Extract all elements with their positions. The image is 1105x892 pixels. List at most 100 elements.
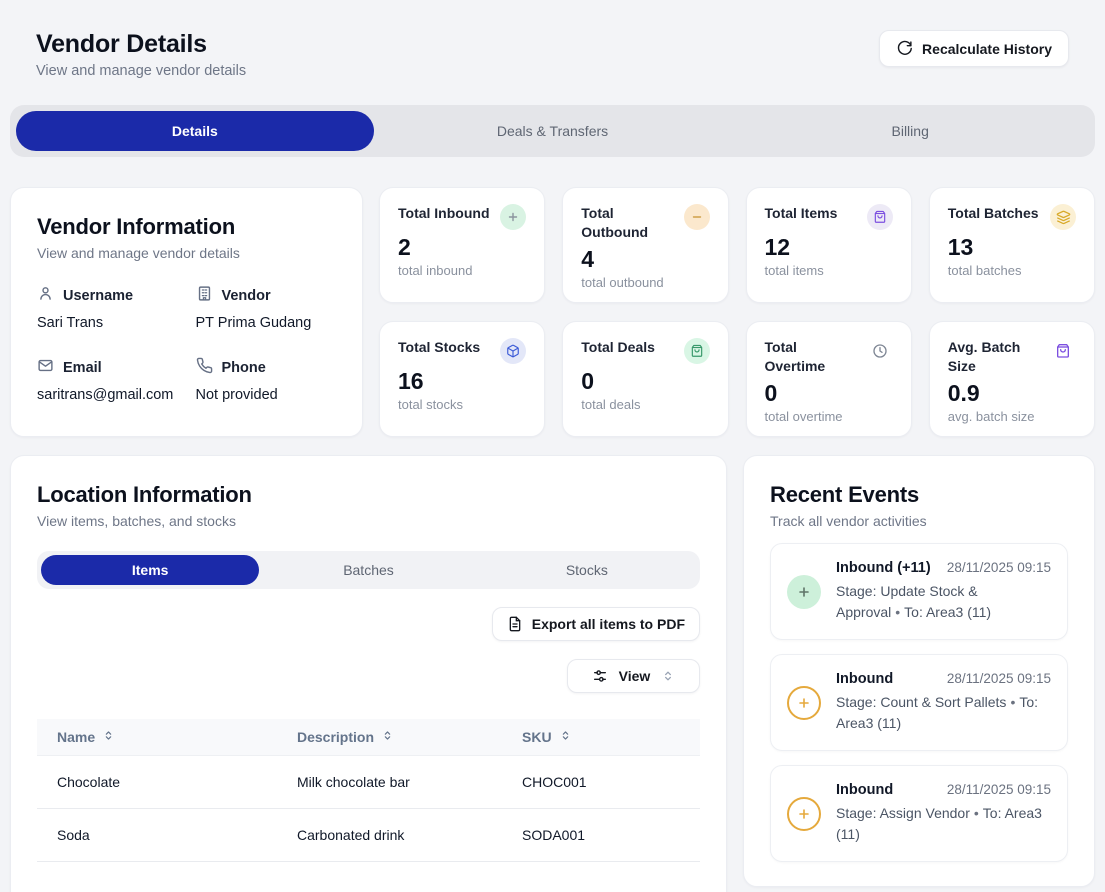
plus-circle-icon	[787, 574, 821, 609]
column-header-sku[interactable]: SKU	[522, 729, 572, 745]
sliders-icon	[592, 668, 608, 684]
minus-icon	[683, 204, 710, 230]
building-icon	[196, 285, 213, 306]
page-subtitle: View and manage vendor details	[36, 63, 247, 79]
stat-card-avg-batch-size: Avg. Batch Size 0.9 avg. batch size	[928, 321, 1095, 437]
stat-value: 12	[764, 234, 791, 260]
cell-name: Chocolate	[37, 755, 277, 809]
cell-sku: SODA001	[502, 808, 700, 862]
stat-label: Total Inbound	[398, 205, 490, 221]
event-description: Stage: Update Stock & Approval • To: Area3…	[836, 581, 1051, 623]
event-item[interactable]: Inbound 28/11/2025 09:15 Stage: Assign V…	[770, 765, 1068, 862]
export-pdf-button[interactable]: Export all items to PDF	[491, 607, 700, 641]
tab-batches[interactable]: Batches	[259, 555, 477, 585]
event-title: Inbound	[836, 782, 894, 798]
stat-card-total-overtime: Total Overtime 0 total overtime	[745, 321, 912, 437]
event-destination: To: Area3 (11)	[904, 604, 992, 620]
stat-card-total-deals: Total Deals 0 total deals	[562, 321, 729, 437]
event-datetime: 28/11/2025 09:15	[946, 560, 1051, 575]
cell-sku: CHOC001	[502, 755, 700, 809]
field-label: Email	[63, 359, 102, 376]
stat-value: 2	[398, 234, 411, 260]
stat-sublabel: total inbound	[398, 263, 473, 278]
stat-sublabel: total overtime	[764, 408, 843, 424]
package-icon	[866, 204, 893, 230]
location-information-title: Location Information	[37, 482, 252, 507]
column-header-description[interactable]: Description	[297, 729, 394, 745]
phone-icon	[196, 357, 213, 378]
page-header: Vendor Details View and manage vendor de…	[10, 30, 1095, 79]
tab-items[interactable]: Items	[41, 555, 260, 585]
event-stage: Stage: Assign Vendor	[836, 805, 970, 821]
tab-details[interactable]: Details	[16, 111, 374, 151]
stat-value: 0	[764, 379, 778, 406]
event-item[interactable]: Inbound 28/11/2025 09:15 Stage: Count & …	[770, 654, 1068, 751]
box-3d-icon	[500, 338, 527, 364]
plus-circle-icon	[787, 796, 821, 831]
field-value: PT Prima Gudang	[195, 315, 312, 331]
sort-icon	[559, 729, 572, 745]
stat-sublabel: total deals	[581, 397, 641, 412]
cell-description: Carbonated drink	[277, 808, 502, 862]
stat-sublabel: total items	[764, 263, 824, 278]
vendor-field-vendor: Vendor PT Prima Gudang	[196, 285, 337, 331]
sort-icon	[102, 729, 115, 745]
export-pdf-label: Export all items to PDF	[531, 616, 685, 632]
stat-card-total-items: Total Items 12 total items	[745, 187, 912, 303]
event-destination: To: Area3 (11)	[836, 694, 1039, 731]
refresh-icon	[896, 40, 913, 57]
bullet-separator: •	[1010, 694, 1016, 710]
tab-deals-transfers[interactable]: Deals & Transfers	[374, 111, 732, 151]
field-value: Not provided	[195, 387, 278, 403]
package-icon	[1050, 338, 1076, 364]
view-dropdown-label: View	[618, 668, 651, 684]
bullet-separator: •	[973, 805, 979, 821]
stat-label: Total Items	[764, 205, 838, 221]
location-information-card: Location Information View items, batches…	[10, 455, 727, 892]
table-row[interactable]: Soda Carbonated drink SODA001	[37, 808, 700, 862]
location-tabbar: Items Batches Stocks	[37, 551, 700, 589]
event-description: Stage: Count & Sort Pallets • To: Area3 (1…	[836, 692, 1051, 734]
layers-icon	[1050, 204, 1076, 230]
stat-value: 0	[581, 368, 595, 394]
stat-sublabel: total batches	[947, 263, 1022, 278]
recalculate-history-button[interactable]: Recalculate History	[879, 30, 1069, 67]
tab-items-label: Items	[131, 562, 169, 578]
stat-card-total-inbound: Total Inbound 2 total inbound	[379, 187, 546, 303]
field-label: Phone	[221, 359, 266, 376]
tab-billing-label: Billing	[891, 123, 929, 139]
stat-value: 16	[398, 368, 424, 394]
tab-details-label: Details	[171, 123, 218, 139]
plus-icon	[500, 204, 527, 230]
tab-stocks[interactable]: Stocks	[478, 555, 696, 585]
stat-label: Total Batches	[947, 205, 1039, 221]
table-row[interactable]: Chocolate Milk chocolate bar CHOC001	[37, 755, 700, 809]
vendor-field-phone: Phone Not provided	[196, 357, 337, 403]
cell-name: Soda	[37, 808, 277, 862]
stats-grid: Total Inbound 2 total inbound Total Outb…	[379, 187, 1095, 437]
stat-label: Total Stocks	[398, 339, 481, 355]
stat-value: 4	[581, 245, 595, 272]
bullet-separator: •	[895, 604, 901, 620]
event-item[interactable]: Inbound (+11) 28/11/2025 09:15 Stage: Up…	[770, 543, 1068, 640]
column-header-name[interactable]: Name	[57, 729, 115, 745]
stat-sublabel: avg. batch size	[947, 408, 1035, 424]
clock-icon	[867, 338, 893, 364]
briefcase-icon	[683, 338, 710, 364]
vendor-information-title: Vendor Information	[37, 214, 236, 239]
view-dropdown[interactable]: View	[567, 659, 700, 693]
sort-icon	[381, 729, 394, 745]
stat-label: Total Overtime	[764, 339, 826, 374]
stat-label: Total Deals	[581, 339, 655, 355]
tab-billing[interactable]: Billing	[731, 111, 1089, 151]
event-datetime: 28/11/2025 09:15	[946, 782, 1051, 797]
recalculate-history-label: Recalculate History	[922, 40, 1052, 57]
mail-icon	[37, 357, 54, 378]
document-icon	[507, 616, 523, 632]
tab-stocks-label: Stocks	[565, 562, 608, 578]
main-tabbar: Details Deals & Transfers Billing	[10, 105, 1095, 157]
table-row[interactable]	[37, 861, 700, 878]
vendor-field-username: Username Sari Trans	[37, 285, 178, 331]
stat-label: Total Outbound	[581, 205, 649, 240]
